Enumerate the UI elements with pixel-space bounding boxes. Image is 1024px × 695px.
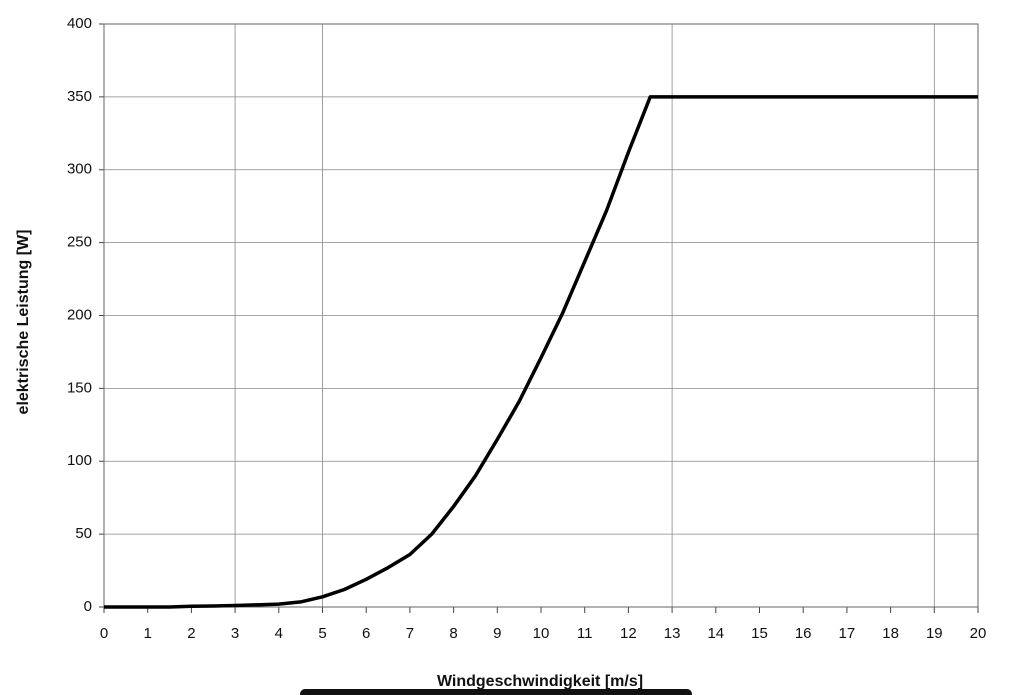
data-line	[104, 95, 978, 609]
scroll-bar	[300, 689, 692, 695]
x-tick-label: 12	[620, 625, 637, 642]
y-tick-label: 100	[67, 452, 92, 469]
y-tick-label: 350	[67, 88, 92, 105]
y-tick-label: 250	[67, 234, 92, 251]
x-axis-title: Windgeschwindigkeit [m/s]	[437, 673, 643, 690]
x-tick-label: 11	[577, 625, 593, 642]
y-tick-label: 400	[67, 15, 92, 32]
x-tick-label: 20	[970, 625, 987, 642]
x-tick-label: 4	[275, 625, 283, 642]
plot-frame	[103, 23, 979, 608]
x-tick-label: 18	[882, 625, 899, 642]
x-tick-label: 3	[231, 625, 239, 642]
x-tick-label: 5	[318, 625, 326, 642]
y-tick-label: 50	[75, 525, 92, 542]
x-tick-label: 1	[144, 625, 152, 642]
x-tick-label: 15	[751, 625, 768, 642]
x-tick-label: 17	[839, 625, 856, 642]
y-tick-label: 200	[67, 306, 92, 323]
x-tick-label: 10	[533, 625, 550, 642]
x-tick-label: 19	[926, 625, 943, 642]
y-axis-title: elektrische Leistung [W]	[15, 230, 32, 415]
y-tick-label: 300	[67, 161, 92, 178]
y-tick-label: 0	[84, 598, 92, 615]
x-tick-label: 9	[493, 625, 501, 642]
x-tick-label: 16	[795, 625, 812, 642]
x-tick-label: 6	[362, 625, 370, 642]
x-tick-label: 8	[449, 625, 457, 642]
x-tick-label: 7	[406, 625, 414, 642]
y-tick-label: 150	[67, 379, 92, 396]
x-tick-label: 0	[100, 625, 108, 642]
x-tick-label: 13	[664, 625, 681, 642]
x-tick-label: 14	[707, 625, 724, 642]
x-tick-label: 2	[187, 625, 195, 642]
